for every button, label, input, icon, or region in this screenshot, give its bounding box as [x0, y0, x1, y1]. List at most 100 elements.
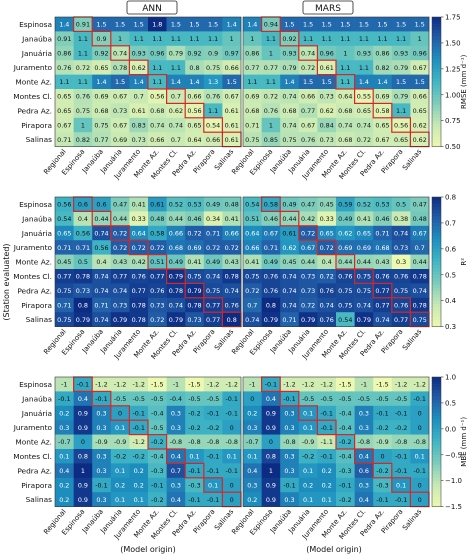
diagonal-highlight	[335, 254, 356, 270]
cell-value-label: 0.7	[171, 467, 181, 475]
heatmap-cell	[185, 132, 205, 147]
cell-value-label: 0.64	[245, 229, 259, 237]
diagonal-highlight	[335, 73, 356, 90]
cell-value-label: -1	[249, 381, 255, 389]
colorbar-tick-label: 1.75	[445, 14, 461, 22]
diagonal-highlight	[372, 462, 393, 479]
colorbar-tick-label: 0.7	[445, 219, 456, 227]
heatmap-cell	[110, 132, 130, 147]
cell-value-label: 0.62	[320, 107, 334, 115]
colorbar-segment	[432, 464, 441, 469]
colorbar-segment	[432, 307, 441, 311]
diagonal-highlight	[335, 434, 356, 450]
cell-value-label: -0.2	[188, 409, 200, 417]
cell-value-label: 0.74	[282, 273, 296, 281]
cell-value-label: -0.4	[339, 453, 351, 461]
heatmap-cell	[336, 420, 355, 435]
heatmap-cell	[129, 225, 149, 241]
cell-value-label: -0.2	[151, 496, 163, 504]
heatmap-cell	[243, 297, 262, 313]
cell-value-label: -0.1	[395, 453, 407, 461]
heatmap-cell	[336, 269, 355, 284]
cell-value-label: 0.67	[301, 244, 315, 252]
cell-value-label: 0.2	[322, 467, 332, 475]
heatmap-cell	[148, 254, 167, 270]
heatmap-cell	[317, 283, 337, 299]
heatmap-cell	[110, 377, 130, 392]
cell-value-label: 0.68	[338, 107, 352, 115]
cell-value-label: 0	[118, 409, 122, 417]
cell-value-label: 0	[81, 438, 85, 446]
cell-value-label: 0.77	[206, 316, 220, 324]
row-tick-label: Januária	[21, 409, 52, 418]
heatmap-cell	[243, 240, 262, 255]
cell-value-label: 1.5	[415, 78, 425, 86]
colorbar-segment	[432, 17, 441, 21]
cell-value-label: 0.74	[113, 49, 127, 57]
cell-value-label: 0.67	[413, 229, 427, 237]
cell-value-label: -0.1	[395, 496, 407, 504]
cell-value-label: 0.92	[187, 49, 201, 57]
cell-value-label: 0.73	[150, 301, 164, 309]
cell-value-label: 1	[418, 35, 422, 43]
heatmap-cell	[185, 492, 205, 507]
cell-value-label: -0.3	[188, 481, 200, 489]
heatmap-cell	[261, 103, 281, 119]
heatmap-cell	[280, 449, 300, 464]
heatmap-cell	[391, 74, 411, 90]
cell-value-label: 0.71	[57, 136, 71, 144]
heatmap-cell	[129, 377, 149, 392]
heatmap-cell	[280, 254, 300, 270]
heatmap-cell	[336, 463, 355, 479]
cell-value-label: 1.1	[152, 35, 162, 43]
cell-value-label: -0.5	[151, 424, 163, 432]
heatmap-cell	[222, 283, 242, 299]
cell-value-label: 0.75	[57, 316, 71, 324]
cell-value-label: 0.78	[132, 316, 146, 324]
colorbar-segment	[432, 232, 441, 237]
heatmap-cell	[336, 405, 355, 421]
colorbar-frame	[431, 376, 442, 507]
colorbar-segment	[432, 91, 441, 96]
cell-value-label: 0.86	[245, 49, 259, 57]
colorbar-segment	[432, 127, 441, 131]
cell-value-label: 1.3	[208, 78, 218, 86]
cell-value-label: -0.1	[95, 481, 107, 489]
cell-value-label: 0.43	[375, 258, 389, 266]
heatmap-cell	[410, 89, 430, 104]
cell-value-label: 0.1	[59, 453, 69, 461]
colorbar-tick-label: 0.50	[445, 143, 461, 151]
heatmap-cell	[298, 240, 318, 255]
colorbar-tick-label: 0.5	[445, 399, 456, 407]
cell-value-label: 0.85	[264, 136, 278, 144]
cell-value-label: 0.72	[150, 244, 164, 252]
heatmap-cell	[203, 405, 223, 421]
cell-value-label: 0.72	[301, 64, 315, 72]
cell-value-label: -0.5	[358, 395, 370, 403]
heatmap-cell	[373, 405, 393, 421]
heatmap-cell	[222, 254, 242, 270]
cell-value-label: 0	[418, 409, 422, 417]
colorbar-segment	[432, 29, 441, 34]
cell-value-label: 0.93	[132, 49, 146, 57]
cell-value-label: 0.77	[94, 136, 108, 144]
heatmap-cell	[185, 74, 205, 90]
cell-value-label: 0.61	[320, 64, 334, 72]
colorbar-segment	[432, 500, 441, 504]
cell-value-label: 0.66	[187, 93, 201, 101]
heatmap-cell	[243, 434, 262, 450]
heatmap-cell	[185, 211, 205, 227]
heatmap-cell	[129, 405, 149, 421]
cell-value-label: 0.76	[206, 93, 220, 101]
diagonal-highlight	[91, 210, 112, 227]
heatmap-cell	[148, 74, 167, 90]
cell-value-label: -0.3	[151, 467, 163, 475]
heatmap-cell	[410, 377, 430, 392]
heatmap-cell	[410, 74, 430, 90]
cell-value-label: 0.92	[94, 49, 108, 57]
heatmap-cell	[354, 405, 374, 421]
cell-value-label: 0	[250, 395, 254, 403]
heatmap-cell	[298, 405, 318, 421]
cell-value-label: 0.65	[413, 107, 427, 115]
cell-value-label: 1.1	[78, 78, 88, 86]
